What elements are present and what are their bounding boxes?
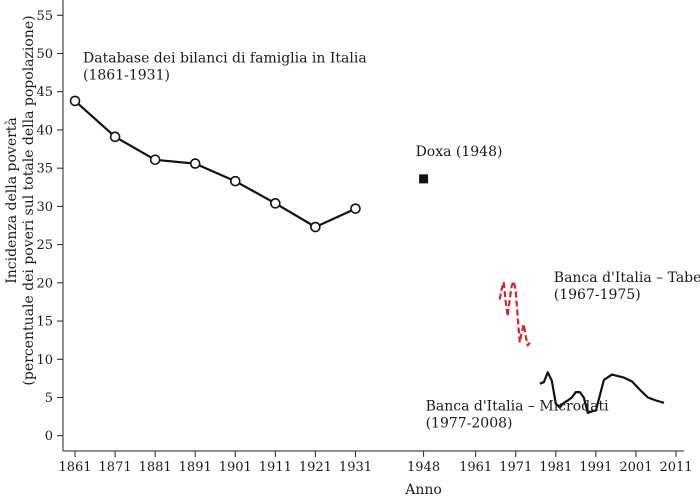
series-annotation: (1977-2008) (426, 415, 513, 431)
y-tick-label: 50 (36, 47, 53, 62)
y-tick-label: 40 (36, 123, 53, 138)
y-tick-label: 30 (36, 200, 53, 215)
series-annotation: Banca d'Italia – Tabelle (554, 270, 700, 286)
x-tick-label: 1871 (99, 460, 132, 475)
x-tick-label: 1921 (299, 460, 332, 475)
y-tick-label: 35 (36, 162, 53, 177)
data-point-circle (229, 175, 241, 187)
y-tick-label: 10 (36, 353, 53, 368)
y-tick-label: 5 (45, 391, 53, 406)
y-tick-label: 20 (36, 276, 53, 291)
y-axis-title: (percentuale dei poveri sul totale della… (21, 15, 37, 385)
x-tick-label: 1861 (58, 460, 91, 475)
y-tick-label: 55 (36, 9, 53, 24)
series-line-0 (74, 100, 356, 229)
x-tick-label: 1881 (139, 460, 172, 475)
x-tick-label: 1891 (179, 460, 212, 475)
x-tick-label: 1991 (579, 460, 612, 475)
x-tick-label: 2011 (659, 460, 692, 475)
series-annotation: Doxa (1948) (416, 144, 503, 160)
series-line-3 (539, 371, 665, 414)
data-point-circle (189, 158, 201, 169)
x-tick-label: 1911 (259, 460, 292, 475)
y-axis-title: Incidenza della povertà (3, 117, 20, 284)
x-tick-label: 1971 (499, 460, 532, 475)
data-point-circle (109, 131, 121, 143)
series-annotation: Database dei bilanci di famiglia in Ital… (83, 51, 367, 67)
doxa-square-marker (419, 174, 429, 184)
x-tick-label: 1931 (339, 460, 372, 475)
data-point-circle (69, 95, 81, 107)
data-point-circle (149, 154, 161, 166)
data-point-circle (350, 203, 361, 214)
data-point-circle (270, 198, 281, 209)
data-point-circle (310, 221, 321, 233)
y-tick-label: 15 (36, 315, 53, 330)
x-tick-label: 1961 (459, 460, 492, 475)
series-annotation: (1861-1931) (83, 68, 170, 84)
x-axis-title: Anno (404, 482, 442, 498)
x-tick-label: 1948 (407, 460, 440, 475)
y-tick-label: 25 (36, 238, 53, 253)
y-tick-label: 0 (45, 429, 53, 444)
x-tick-label: 2001 (619, 460, 652, 475)
series-annotation: Banca d'Italia – Microdati (426, 398, 610, 414)
x-tick-label: 1901 (219, 460, 252, 475)
y-tick-label: 45 (36, 85, 53, 100)
series-annotation: (1967-1975) (554, 287, 641, 303)
series-line-2 (498, 280, 531, 347)
x-tick-label: 1981 (539, 460, 572, 475)
